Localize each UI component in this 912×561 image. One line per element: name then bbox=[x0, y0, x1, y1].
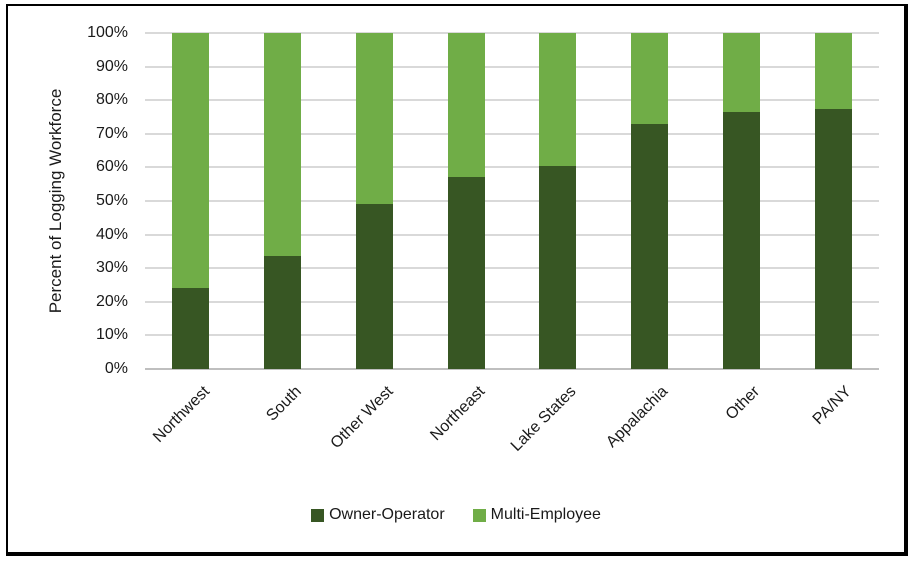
plot-area bbox=[145, 32, 879, 370]
gridline bbox=[145, 132, 879, 135]
y-tick-label: 80% bbox=[95, 91, 128, 109]
y-tick-label: 100% bbox=[87, 24, 128, 41]
bar-segment-owner-operator-south bbox=[264, 256, 302, 369]
bar-segment-owner-operator-appalachia bbox=[631, 123, 669, 369]
gridline bbox=[145, 300, 879, 303]
legend-swatch-multi-employee bbox=[472, 508, 486, 522]
gridline bbox=[145, 32, 879, 34]
bar-segment-owner-operator-pa-ny bbox=[814, 108, 852, 369]
bar-segment-owner-operator-other bbox=[722, 111, 760, 369]
y-tick-label: 20% bbox=[95, 292, 128, 310]
bar-segment-multi-employee-south bbox=[264, 33, 302, 257]
legend: Owner-Operator Multi-Employee bbox=[0, 506, 912, 524]
bar-segment-multi-employee-northeast bbox=[447, 33, 485, 178]
bar-segment-multi-employee-northwest bbox=[172, 33, 210, 289]
bar-segment-owner-operator-other-west bbox=[355, 204, 393, 369]
legend-label-owner-operator: Owner-Operator bbox=[329, 506, 445, 523]
y-axis-title: Percent of Logging Workforce bbox=[46, 88, 65, 314]
gridline bbox=[145, 233, 879, 236]
gridline bbox=[145, 267, 879, 270]
gridline bbox=[145, 65, 879, 68]
y-tick-label: 30% bbox=[95, 259, 128, 277]
bar-segment-multi-employee-other bbox=[722, 33, 760, 112]
gridline bbox=[145, 334, 879, 337]
y-tick-label: 70% bbox=[95, 124, 128, 142]
gridline bbox=[145, 166, 879, 169]
bar-segment-owner-operator-northwest bbox=[172, 288, 210, 369]
bar-segment-multi-employee-appalachia bbox=[631, 33, 669, 124]
legend-item-owner-operator: Owner-Operator bbox=[311, 506, 445, 524]
bar-segment-owner-operator-northeast bbox=[447, 177, 485, 369]
gridline bbox=[145, 200, 879, 202]
y-tick-label: 40% bbox=[95, 225, 128, 243]
bar-segment-owner-operator-lake-states bbox=[539, 165, 577, 369]
gridline bbox=[145, 99, 879, 102]
legend-swatch-owner-operator bbox=[311, 508, 325, 522]
chart-border bbox=[6, 4, 908, 556]
y-tick-label: 90% bbox=[95, 57, 128, 75]
legend-label-multi-employee: Multi-Employee bbox=[490, 506, 601, 523]
gridline bbox=[145, 368, 879, 370]
y-tick-label: 0% bbox=[104, 360, 128, 377]
y-tick-label: 10% bbox=[95, 326, 128, 344]
bar-segment-multi-employee-lake-states bbox=[539, 33, 577, 166]
y-tick-label: 60% bbox=[95, 158, 128, 176]
legend-item-multi-employee: Multi-Employee bbox=[472, 506, 601, 524]
bar-segment-multi-employee-other-west bbox=[355, 33, 393, 205]
bar-segment-multi-employee-pa-ny bbox=[814, 33, 852, 109]
y-tick-label: 50% bbox=[95, 192, 128, 209]
